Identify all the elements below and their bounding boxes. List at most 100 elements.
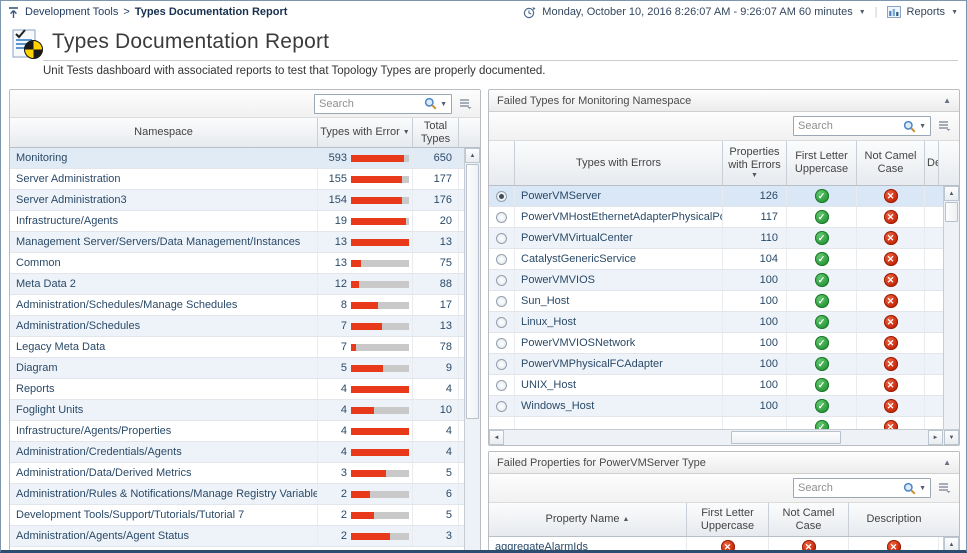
table-row[interactable]: Server Administration3 154 176 (10, 190, 464, 211)
table-row[interactable]: Administration/Schedules/Manage Schedule… (10, 295, 464, 316)
table-row[interactable]: Administration/Schedules 7 13 (10, 316, 464, 337)
table-row[interactable]: PowerVMServer 126 ✓ ✕ (489, 186, 943, 207)
table-row[interactable]: Development Tools/Support/Tutorials/Tuto… (10, 505, 464, 526)
types-with-error-value: 5 (340, 362, 347, 374)
search-options-icon[interactable]: ▼ (919, 485, 926, 492)
search-icon[interactable] (424, 97, 437, 110)
table-row[interactable]: Administration/Agents/Agent Status 2 3 (10, 526, 464, 547)
scrollbar-thumb[interactable] (731, 431, 841, 444)
column-header-total-types[interactable]: Total Types (413, 118, 459, 147)
table-row[interactable]: Monitoring 593 650 (10, 148, 464, 169)
column-header-types-with-errors[interactable]: Types with Errors (515, 141, 723, 185)
collapse-icon[interactable]: ▲ (943, 458, 951, 467)
scroll-up-button[interactable]: ▲ (944, 537, 959, 550)
row-radio-button[interactable] (496, 211, 507, 223)
failed-properties-search-input[interactable] (798, 482, 901, 494)
namespace-search-input[interactable] (319, 97, 422, 110)
failed-types-search[interactable]: ▼ (793, 116, 931, 136)
table-row[interactable]: Management Server/Servers/Data Managemen… (10, 232, 464, 253)
table-row[interactable]: Diagram 5 9 (10, 358, 464, 379)
column-header-property-name[interactable]: Property Name ▲ (489, 503, 687, 536)
table-customizer-icon[interactable] (938, 482, 952, 494)
search-options-icon[interactable]: ▼ (919, 123, 926, 130)
column-header-description[interactable]: Description (925, 141, 939, 185)
failed-types-search-input[interactable] (798, 120, 901, 132)
table-customizer-icon[interactable] (459, 98, 473, 110)
reports-menu-label[interactable]: Reports (906, 6, 946, 18)
failed-properties-vertical-scrollbar[interactable]: ▲ (943, 537, 959, 550)
table-row[interactable]: UNIX_Host 100 ✓ ✕ (489, 375, 943, 396)
table-row[interactable]: Windows_Host 100 ✓ ✕ (489, 396, 943, 417)
table-row[interactable]: Infrastructure/Agents/Properties 4 4 (10, 421, 464, 442)
namespace-search[interactable]: ▼ (314, 93, 452, 114)
search-icon[interactable] (903, 482, 916, 495)
types-with-error-value: 154 (328, 194, 347, 206)
row-radio-button[interactable] (496, 295, 507, 307)
table-row[interactable]: Foglight Units 4 10 (10, 400, 464, 421)
row-radio-button[interactable] (496, 232, 507, 244)
search-icon[interactable] (903, 120, 916, 133)
level-up-icon[interactable] (7, 6, 20, 19)
table-row[interactable]: CatalystGenericService 104 ✓ ✕ (489, 249, 943, 270)
table-row[interactable]: Reports 4 4 (10, 379, 464, 400)
failed-types-horizontal-scrollbar[interactable]: ◄ ► ▼ (489, 429, 959, 445)
row-radio-button[interactable] (496, 274, 507, 286)
failed-properties-panel-header[interactable]: Failed Properties for PowerVMServer Type… (489, 452, 959, 474)
scroll-right-button[interactable]: ► (928, 430, 943, 445)
table-row[interactable]: PowerVMVirtualCenter 110 ✓ ✕ (489, 228, 943, 249)
search-options-icon[interactable]: ▼ (440, 100, 447, 108)
table-row[interactable]: Meta Data 2 12 88 (10, 274, 464, 295)
column-header-namespace[interactable]: Namespace (10, 118, 318, 147)
table-row[interactable]: aggregateAlarmIds ✕ ✕ ✕ (489, 537, 943, 550)
table-row[interactable]: Common 13 75 (10, 253, 464, 274)
failed-types-panel-header[interactable]: Failed Types for Monitoring Namespace ▲ (489, 90, 959, 112)
table-row[interactable]: Administration/Credentials/Agents 4 4 (10, 442, 464, 463)
table-row[interactable]: PowerVMPhysicalFCAdapter 100 ✓ ✕ (489, 354, 943, 375)
column-header-properties-with-errors[interactable]: Properties with Errors ▼ (723, 141, 787, 185)
column-header-first-letter-uppercase[interactable]: First Letter Uppercase (687, 503, 769, 536)
column-header-description[interactable]: Description (866, 513, 922, 525)
row-radio-button[interactable] (496, 379, 507, 391)
type-name-cell: Windows_Host (515, 396, 723, 416)
column-header-not-camel-case[interactable]: Not Camel Case (769, 503, 849, 536)
scrollbar-thumb[interactable] (466, 164, 479, 419)
table-row[interactable]: Server Administration 155 177 (10, 169, 464, 190)
types-with-error-value: 12 (334, 278, 347, 290)
column-header-first-letter-uppercase[interactable]: First Letter Uppercase (787, 141, 857, 185)
table-row[interactable]: Administration/Data/Derived Metrics 3 5 (10, 463, 464, 484)
row-radio-button[interactable] (496, 337, 507, 349)
scrollbar-thumb[interactable] (945, 202, 958, 222)
failed-properties-search[interactable]: ▼ (793, 478, 931, 498)
reports-dropdown-icon[interactable]: ▼ (951, 9, 958, 16)
time-range-dropdown-icon[interactable]: ▼ (858, 9, 866, 16)
row-radio-button[interactable] (496, 253, 507, 265)
table-row[interactable]: Sun_Host 100 ✓ ✕ (489, 291, 943, 312)
table-row[interactable]: Linux_Host 100 ✓ ✕ (489, 312, 943, 333)
table-row[interactable]: PowerVMVIOS 100 ✓ ✕ (489, 270, 943, 291)
column-header-types-with-error[interactable]: Types with Error ▼ (318, 118, 413, 147)
table-row[interactable]: ✓ ✕ (489, 417, 943, 429)
row-radio-button[interactable] (496, 190, 507, 202)
row-radio-button[interactable] (496, 358, 507, 370)
row-radio-button[interactable] (496, 316, 507, 328)
scroll-left-button[interactable]: ◄ (489, 430, 504, 445)
table-row[interactable]: PowerVMHostEthernetAdapterPhysicalPort 11… (489, 207, 943, 228)
table-row[interactable]: PowerVMVIOSNetwork 100 ✓ ✕ (489, 333, 943, 354)
failed-types-vertical-scrollbar[interactable]: ▲ (943, 186, 959, 429)
scroll-down-button[interactable]: ▼ (944, 430, 959, 445)
types-with-error-cell: 2 (318, 526, 413, 546)
properties-with-errors-cell: 100 (723, 291, 787, 311)
first-letter-uppercase-cell: ✕ (687, 537, 769, 550)
row-radio-button[interactable] (496, 400, 507, 412)
namespace-vertical-scrollbar[interactable]: ▲ (464, 148, 480, 550)
collapse-icon[interactable]: ▲ (943, 96, 951, 105)
table-row[interactable]: Administration/Rules & Notifications/Man… (10, 484, 464, 505)
table-row[interactable]: Infrastructure/Agents 19 20 (10, 211, 464, 232)
breadcrumb-parent[interactable]: Development Tools (25, 6, 119, 18)
table-customizer-icon[interactable] (938, 120, 952, 132)
column-header-not-camel-case[interactable]: Not Camel Case (857, 141, 925, 185)
scroll-up-button[interactable]: ▲ (944, 186, 959, 201)
scroll-up-button[interactable]: ▲ (465, 148, 480, 163)
time-range-label[interactable]: Monday, October 10, 2016 8:26:07 AM - 9:… (542, 6, 853, 18)
table-row[interactable]: Legacy Meta Data 7 78 (10, 337, 464, 358)
